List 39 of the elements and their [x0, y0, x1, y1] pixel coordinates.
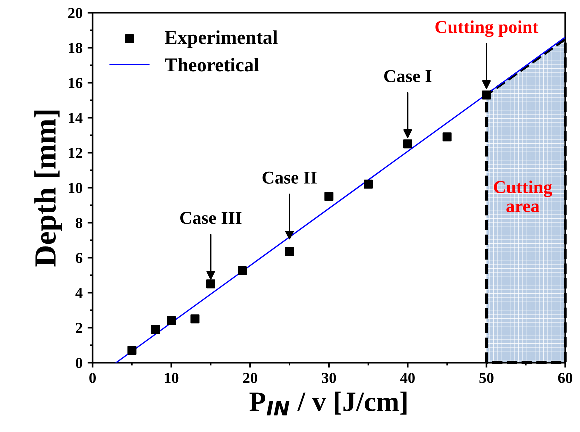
point [324, 192, 334, 202]
y-tick-label: 0 [76, 358, 82, 368]
y-tick-label: 16 [69, 78, 83, 88]
legend-label: Theoretical [165, 58, 260, 72]
y-tick-label: 12 [69, 148, 82, 158]
y-tick-label: 18 [69, 43, 83, 54]
y-tick-label: 8 [76, 218, 83, 228]
point [167, 316, 176, 326]
point [285, 247, 294, 256]
point [442, 132, 452, 142]
y-tick-label: 4 [76, 288, 83, 298]
x-tick-label: 40 [400, 373, 415, 384]
y-tick-label: 6 [76, 253, 83, 264]
legend-label: Experimental [165, 30, 278, 48]
x-tick-label: 20 [243, 373, 258, 384]
annotation: Case II [262, 172, 317, 184]
point [151, 325, 160, 334]
point [403, 140, 412, 149]
x-tick-label: 60 [558, 373, 573, 384]
x-axis-title: P$_{IN}$ / v [J/cm] [250, 392, 407, 416]
point [206, 280, 216, 289]
y-tick-label: 14 [69, 113, 83, 124]
annotation: Case I [384, 70, 432, 82]
annotation: Cutting area [494, 180, 552, 212]
annotation: Case III [180, 212, 242, 224]
x-tick-label: 10 [165, 373, 179, 384]
y-tick-label: 10 [69, 183, 82, 194]
y-axis-title: Depth [mm] [34, 110, 62, 267]
annotation: Cutting point [436, 20, 539, 38]
x-tick-label: 50 [480, 373, 494, 384]
point [238, 266, 247, 276]
x-tick-label: 0 [90, 373, 96, 384]
y-tick-label: 2 [76, 323, 82, 334]
point [128, 346, 137, 356]
point [190, 314, 200, 324]
y-tick-label: 20 [68, 8, 82, 18]
point [482, 90, 492, 100]
point [364, 180, 374, 189]
x-tick-label: 30 [322, 373, 336, 384]
